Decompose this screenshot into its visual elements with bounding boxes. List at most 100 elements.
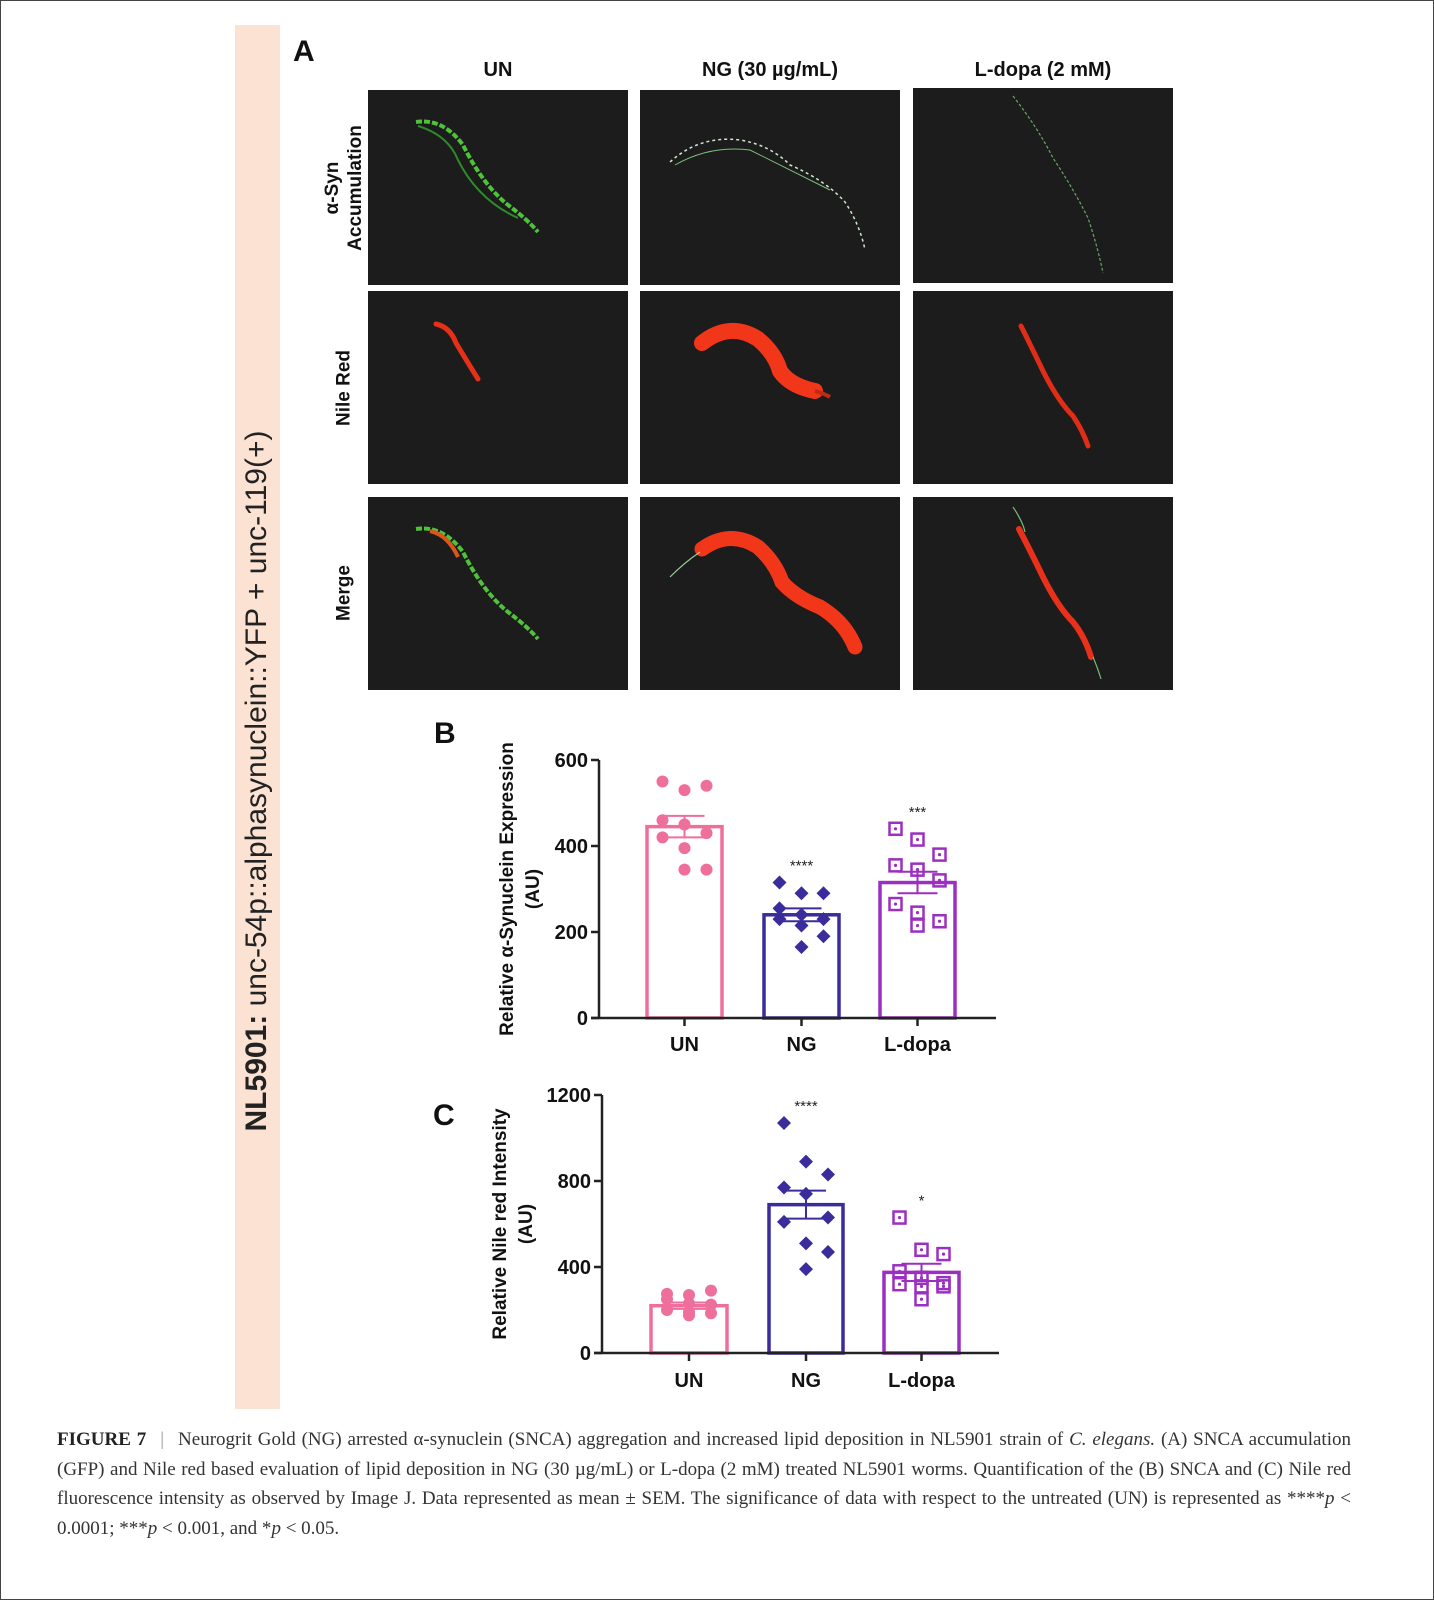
panel-a-letter: A [293, 35, 315, 68]
data-point-dot [919, 1284, 924, 1288]
error-bar [786, 1189, 826, 1220]
data-point [661, 1304, 673, 1316]
figure-caption: FIGURE 7 | Neurogrit Gold (NG) arrested α-… [57, 1425, 1351, 1543]
strain-band [235, 25, 280, 1409]
image-ldopa-nile-red [913, 291, 1173, 484]
data-point [678, 863, 691, 876]
data-point [892, 1276, 907, 1292]
bar-un [645, 824, 724, 1020]
data-point-square [888, 858, 903, 873]
data-point [683, 1309, 695, 1322]
data-point [914, 1292, 929, 1307]
y-axis-label-unit: (AU) [516, 1204, 537, 1244]
data-point-dot [941, 1252, 946, 1256]
data-point-square [932, 847, 947, 862]
data-point [772, 875, 787, 890]
data-point [821, 1210, 835, 1225]
caption-text: < 0.05. [280, 1517, 340, 1539]
data-point [777, 1214, 791, 1229]
y-tick-label: 0 [577, 1008, 588, 1030]
data-point [683, 1288, 695, 1301]
y-axis-label: Relative Nile red Intensity [490, 1108, 511, 1340]
data-point [794, 886, 809, 901]
significance-label: **** [794, 1098, 818, 1115]
data-point [821, 1244, 835, 1259]
caption-p: p [147, 1517, 158, 1539]
data-point [821, 1167, 835, 1182]
data-point-dot [941, 1281, 946, 1285]
data-point-dot [915, 911, 920, 915]
data-point-square [914, 1292, 929, 1307]
data-point-square [910, 918, 925, 933]
data-point-dot [915, 923, 920, 928]
image-un-asyn [368, 90, 628, 285]
data-point-dot [893, 902, 898, 906]
data-point [799, 1236, 813, 1251]
data-point [678, 784, 691, 797]
data-point-square [932, 914, 947, 929]
significance-label: **** [790, 858, 814, 875]
data-point-square [892, 1276, 907, 1292]
data-point [932, 847, 947, 862]
data-point-dot [937, 919, 942, 923]
data-point [914, 1242, 929, 1258]
data-point [816, 929, 831, 944]
chart-b: Relative α-Synuclein Expression (AU) UN ***… [497, 742, 996, 1056]
data-point-square [936, 1246, 951, 1262]
data-point-square [914, 1242, 929, 1258]
x-tick-label: L-dopa [888, 1370, 956, 1392]
image-ldopa-asyn [913, 88, 1173, 283]
y-tick-label: 800 [558, 1171, 591, 1193]
data-point [892, 1210, 907, 1225]
y-tick-label: 0 [580, 1343, 591, 1365]
data-point [816, 886, 831, 901]
data-point-dot [897, 1215, 902, 1220]
chart-c: Relative Nile red Intensity (AU) UN **** NG *… [490, 1085, 999, 1392]
caption-species: C. elegans. [1069, 1429, 1156, 1450]
image-ng-nile-red [640, 291, 900, 484]
y-tick-label: 400 [555, 836, 588, 858]
data-point-dot [941, 1284, 946, 1288]
data-point-dot [897, 1269, 902, 1273]
data-point-dot [897, 1282, 902, 1286]
error-bar [664, 814, 705, 839]
data-point-dot [919, 1248, 924, 1252]
panel-b-letter: B [434, 717, 456, 750]
caption-separator: | [160, 1429, 165, 1450]
x-tick-label: UN [675, 1370, 704, 1392]
data-point-dot [915, 837, 920, 842]
data-point-dot [919, 1297, 924, 1301]
data-point [888, 896, 903, 912]
data-point [932, 914, 947, 929]
data-point [656, 814, 669, 827]
image-un-merge [368, 497, 628, 690]
error-bar [781, 907, 822, 923]
data-point-square [888, 896, 903, 912]
data-point-dot [893, 863, 898, 867]
data-point [794, 940, 809, 955]
bar-ng [767, 1202, 845, 1355]
image-ng-asyn [640, 90, 900, 285]
data-point [888, 858, 903, 873]
y-tick-label: 200 [555, 922, 588, 944]
panel-c-letter: C [433, 1099, 455, 1132]
data-point [772, 912, 787, 927]
significance-label: *** [909, 804, 927, 821]
data-point-square [892, 1210, 907, 1225]
x-tick-label: L-dopa [884, 1034, 952, 1056]
column-header-un: UN [483, 59, 513, 81]
column-header-ldopa: L-dopa (2 mM) [974, 59, 1112, 81]
data-point [914, 1279, 929, 1294]
data-point-square [936, 1279, 951, 1294]
data-point [656, 775, 669, 788]
data-point [816, 912, 831, 927]
data-point [700, 827, 713, 840]
data-point [936, 1279, 951, 1294]
data-point [777, 1115, 791, 1130]
figure-label: FIGURE 7 [57, 1429, 147, 1450]
data-point [705, 1284, 717, 1297]
data-point [932, 873, 947, 888]
image-un-nile-red [368, 291, 628, 484]
caption-text: < 0.001, and * [157, 1517, 272, 1539]
